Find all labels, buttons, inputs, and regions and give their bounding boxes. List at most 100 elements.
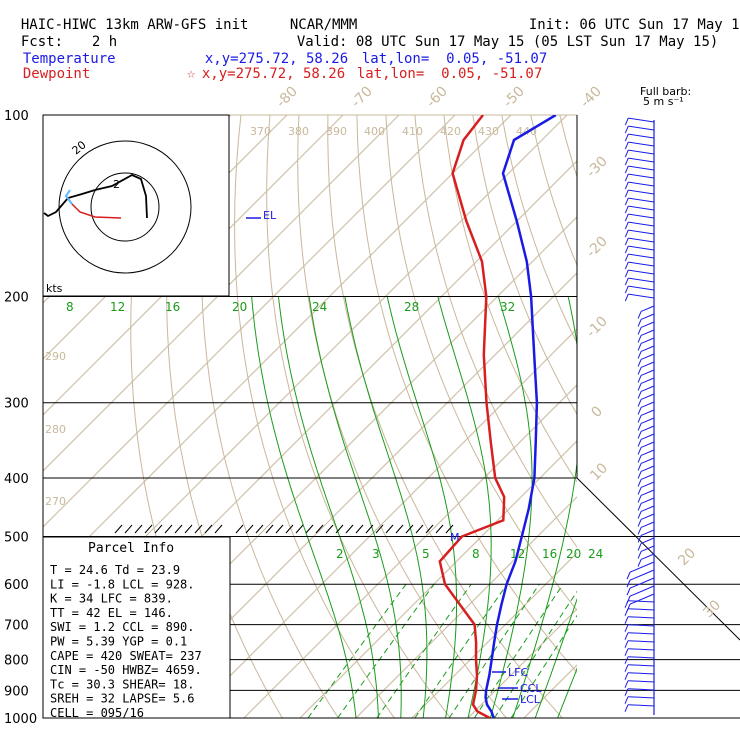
- wind-barb: [628, 608, 655, 611]
- wind-barb-flag: [637, 343, 642, 351]
- wind-barb: [640, 337, 655, 344]
- dry-adiabat: [266, 115, 451, 718]
- mixing-ratio-label: 2: [336, 547, 344, 561]
- wind-barb: [629, 585, 655, 597]
- hatch-mark: [214, 524, 223, 534]
- wind-barb: [628, 173, 655, 179]
- moist-adiabat-label: 20: [232, 300, 247, 314]
- wind-barb-flag: [624, 648, 629, 656]
- wind-barb: [640, 545, 655, 552]
- wind-barb-flag: [624, 221, 629, 230]
- mixing-ratio-label: 24: [588, 547, 603, 561]
- theta-label: 290: [45, 350, 66, 363]
- isotherm-label: -30: [583, 153, 610, 180]
- wind-barb-flag: [624, 269, 629, 278]
- parcel-row: SREH = 32 LAPSE= 5.6: [50, 692, 195, 706]
- isotherm-label: -50: [500, 83, 527, 110]
- dry-adiabat: [734, 115, 740, 718]
- wind-barb-flag: [637, 503, 642, 511]
- isotherm-label: -70: [348, 83, 375, 110]
- profile-layer: [438, 115, 557, 718]
- marker-ccl-label: CCL: [520, 682, 542, 695]
- dry-adiabat: [414, 115, 577, 548]
- dry-adiabat: [589, 115, 740, 718]
- wind-barb: [628, 632, 655, 635]
- fcst-value: 2 h: [91, 34, 118, 50]
- pressure-label: 200: [4, 291, 29, 306]
- wind-barb: [640, 313, 655, 320]
- wind-barb: [628, 261, 655, 267]
- wind-barb-flag: [624, 149, 629, 158]
- parcel-row: LI = -1.8 LCL = 928.: [50, 577, 195, 591]
- hodograph-level-label: 2: [113, 178, 120, 191]
- mixing-ratio-line: [510, 614, 577, 718]
- hatch-mark: [335, 524, 344, 534]
- theta-label: 430: [478, 125, 499, 138]
- temp-xy: x,y=275.72, 58.26: [204, 51, 349, 67]
- wind-barb-flag: [637, 495, 642, 503]
- wind-barb: [640, 489, 655, 496]
- wind-barb: [640, 497, 655, 504]
- wind-barb-flag: [637, 455, 642, 463]
- isotherm-line: [411, 552, 577, 718]
- wind-barb: [640, 385, 655, 392]
- wind-barb: [628, 149, 655, 155]
- wind-barb: [628, 181, 655, 187]
- isotherm-line: [523, 664, 577, 718]
- wind-barb: [628, 141, 655, 147]
- wind-barb-flag: [637, 463, 642, 471]
- wind-barb-flag: [624, 189, 629, 198]
- hatch-mark: [405, 524, 414, 534]
- wind-barb: [629, 561, 655, 573]
- wind-barb: [628, 205, 655, 211]
- hatch-mark: [245, 524, 254, 534]
- wind-barb: [640, 505, 655, 512]
- dry-adiabat: [705, 115, 740, 718]
- wind-barb-flag: [637, 431, 642, 439]
- wind-barb: [640, 409, 655, 416]
- wind-barb-flag: [637, 551, 642, 559]
- wind-barb-flag: [624, 664, 629, 672]
- theta-label: 420: [440, 125, 461, 138]
- isotherm-label: -40: [577, 83, 604, 110]
- isotherm-line: [43, 115, 344, 416]
- mixing-ratio-line: [493, 590, 577, 718]
- hatch-mark: [114, 524, 123, 534]
- wind-barb: [640, 449, 655, 456]
- legend-temperature: Temperature: [22, 51, 116, 67]
- wind-barb: [640, 329, 655, 336]
- wind-barbs: Full barb:5 m s⁻¹: [624, 85, 691, 715]
- theta-label: 390: [326, 125, 347, 138]
- wind-barb: [628, 189, 655, 195]
- wind-barb-flag: [624, 277, 629, 286]
- moist-adiabat-label: 16: [165, 300, 180, 314]
- wind-barb-flag: [637, 327, 642, 335]
- wind-barb: [629, 569, 655, 581]
- mixing-ratio-label: 3: [372, 547, 380, 561]
- dew-latlon: lat,lon= 0.05, -51.07: [356, 66, 543, 82]
- wind-barb-flag: [637, 527, 642, 535]
- wind-barb-flag: [624, 696, 629, 704]
- isotherm-line: [355, 496, 577, 718]
- marker-el-label: EL: [263, 209, 277, 222]
- wind-barb-flag: [624, 704, 629, 712]
- wind-barb: [629, 577, 655, 589]
- isotherm-line: [299, 440, 577, 718]
- init-time: Init: 06 UTC Sun 17 May 15: [528, 17, 740, 33]
- hatch-mark: [275, 524, 284, 534]
- wind-barb-flag: [626, 587, 631, 596]
- moist-adiabat-label: 8: [66, 300, 74, 314]
- wind-barb-flag: [637, 471, 642, 479]
- parcel-row: K = 34 LFC = 839.: [50, 592, 173, 606]
- wind-barb: [640, 521, 655, 528]
- wind-barb-flag: [624, 181, 629, 190]
- moist-adiabat: [344, 296, 428, 718]
- wind-barb-flag: [624, 173, 629, 182]
- hatch-mark: [425, 524, 434, 534]
- frame-diagonal: [576, 477, 740, 641]
- hodograph-trace: [43, 173, 148, 219]
- wind-barb-flag: [624, 117, 629, 126]
- wind-barb-flag: [637, 535, 642, 543]
- valid-time: Valid: 08 UTC Sun 17 May 15 (05 LST Sun …: [296, 34, 719, 50]
